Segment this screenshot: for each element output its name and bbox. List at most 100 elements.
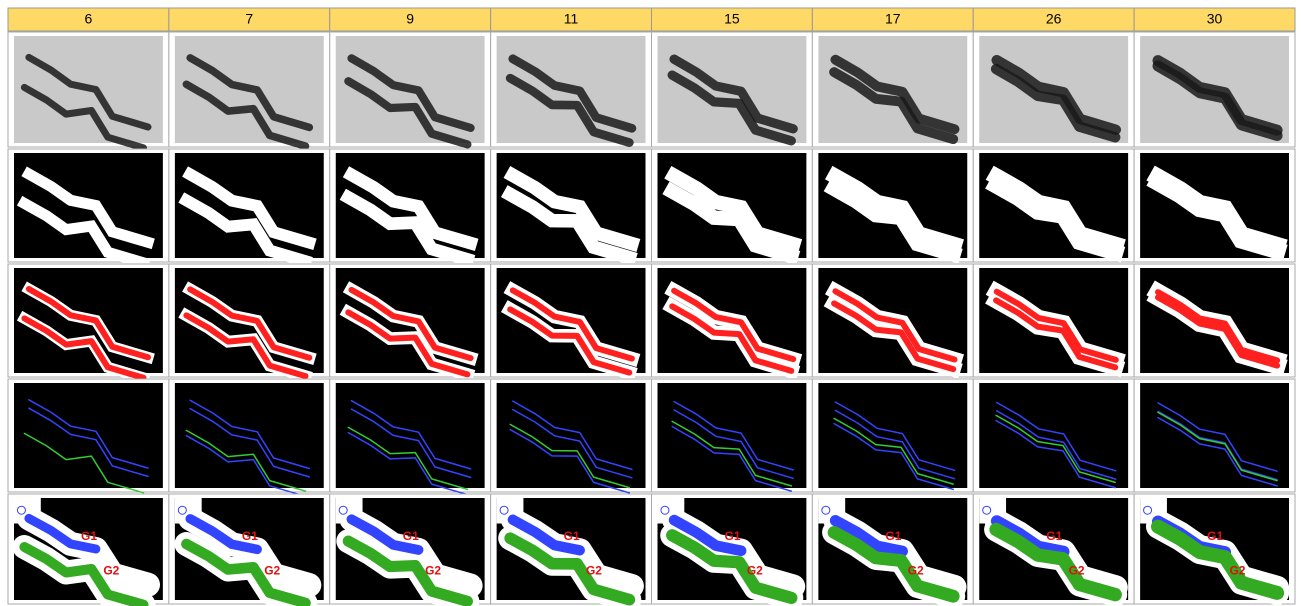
mask [985,174,1126,263]
mask [1146,170,1288,262]
label-g1: G1 [564,529,580,543]
worm [25,53,152,131]
skeleton [507,306,633,376]
image-bg [657,383,807,488]
contour [347,426,469,491]
marker [660,505,670,515]
contour [350,399,472,470]
mask [662,181,801,265]
mask [178,192,313,269]
mask [21,166,155,250]
label-g2: G2 [586,564,602,578]
track-g1 [346,514,424,555]
mask [823,177,963,264]
contour [28,407,149,478]
label-g1: G1 [1046,529,1062,543]
worm [990,63,1121,143]
cell-image [979,383,1129,489]
label-g2: G2 [103,564,119,578]
header-label: 9 [406,11,414,27]
track-g1 [507,514,585,556]
label-g1: G1 [724,529,740,543]
cell-image [1140,383,1289,488]
skeleton [21,315,147,381]
cell-image [174,153,324,269]
header-label: 26 [1046,11,1062,27]
marker [177,505,187,515]
label-g1: G1 [242,529,258,543]
contour [189,407,311,478]
contour [512,408,633,479]
contour [671,425,793,492]
cell-image: G1 G2 [174,498,324,606]
track-g1 [185,514,262,555]
label-g2: G2 [264,564,280,578]
cell-image [657,268,807,380]
cell-image [174,268,324,384]
mask [664,165,803,254]
cell-image [335,36,485,149]
marker [982,505,992,515]
cell-image [818,268,968,379]
skeleton [1155,289,1281,364]
contour [673,400,794,471]
track-g2 [1151,519,1285,600]
contour [189,399,311,470]
cell-image [496,36,646,147]
mask [503,166,641,253]
track-g2 [989,522,1122,602]
skeleton [669,303,795,374]
track-g1 [24,513,101,554]
label-g2: G2 [1069,564,1085,578]
worm [830,54,960,135]
contour [1157,402,1278,472]
label-g2: G2 [908,564,924,578]
skeleton [993,297,1119,371]
mask [824,165,964,254]
worm [347,54,475,132]
track-g1 [668,514,747,557]
cell-image [818,383,968,491]
image-bg [496,383,646,488]
worm [344,77,472,149]
marker [499,505,509,515]
contour [185,429,307,492]
label-g1: G1 [1207,529,1223,543]
contour [350,408,472,479]
track-g2 [666,529,798,605]
label-g2: G2 [747,564,763,578]
skeleton [671,287,797,363]
contour [1157,411,1278,482]
track-g2 [342,535,473,606]
contour [995,410,1117,480]
label-g1: G1 [885,529,901,543]
contour [512,400,633,471]
marker [16,505,26,515]
skeleton [345,309,471,378]
worm [20,83,147,152]
contour [509,423,631,489]
contour [995,401,1117,472]
cell-image: G1 G2 [12,498,163,606]
cell-image [1140,153,1289,262]
image-bg [14,383,163,488]
cell-image [657,36,807,146]
cell-image [1140,36,1289,143]
label-g2: G2 [1229,564,1245,578]
skeleton [25,286,151,361]
image-bg [979,383,1129,488]
mask [339,188,476,268]
header-label: 7 [245,11,253,27]
cell-image [657,153,807,265]
skeleton [348,286,474,362]
cell-image [818,36,968,145]
header-label: 15 [724,11,740,27]
contour [185,434,307,498]
track-g2 [181,538,311,606]
contour [673,409,794,480]
skeleton [1155,294,1281,369]
worm [669,54,798,134]
cell-image: G1 G2 [979,498,1129,606]
image-bg [1140,383,1289,488]
